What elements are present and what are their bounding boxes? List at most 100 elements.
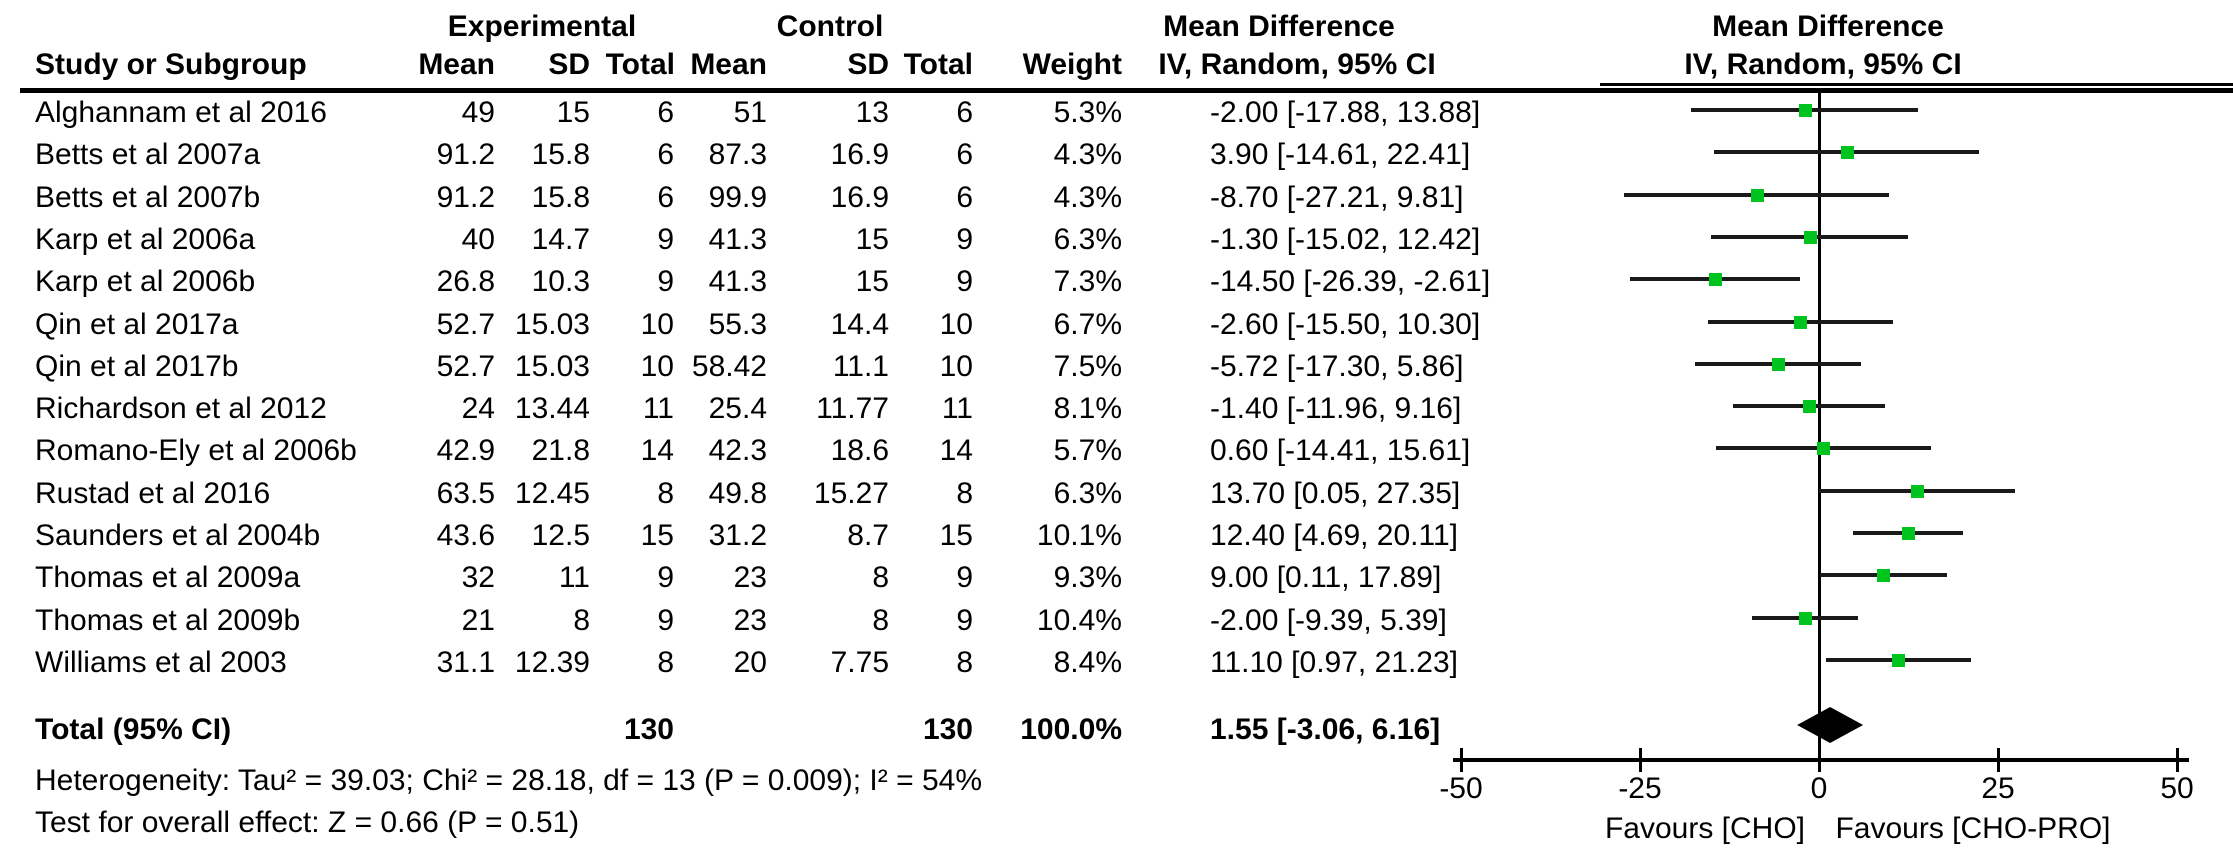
study-ctrl-mean-cell: 55.3 bbox=[708, 308, 767, 341]
study-exp-sd-cell: 12.45 bbox=[514, 477, 590, 510]
study-exp-mean-cell: 42.9 bbox=[436, 434, 495, 467]
study-weight-cell: 10.1% bbox=[1036, 519, 1122, 552]
header-ci-right: IV, Random, 95% CI bbox=[1684, 48, 1962, 81]
study-ctrl-total-cell: 9 bbox=[956, 223, 973, 256]
point-estimate-marker bbox=[1709, 273, 1723, 286]
study-ctrl-mean-cell: 31.2 bbox=[708, 519, 767, 552]
study-ci-label-cell: 11.10 [0.97, 21.23] bbox=[1210, 646, 1458, 679]
study-weight-cell: 5.3% bbox=[1053, 96, 1122, 129]
study-ctrl-mean-cell: 23 bbox=[733, 561, 767, 594]
axis-tick bbox=[1997, 748, 2000, 772]
study-name-cell: Thomas et al 2009b bbox=[35, 604, 301, 637]
header-group-control: Control bbox=[776, 10, 884, 43]
study-exp-total-cell: 6 bbox=[657, 138, 674, 171]
study-name-cell: Qin et al 2017b bbox=[35, 350, 239, 383]
favours-left-label: Favours [CHO] bbox=[1604, 812, 1806, 845]
study-name-cell: Saunders et al 2004b bbox=[35, 519, 321, 552]
study-exp-total-cell: 10 bbox=[640, 308, 674, 341]
study-exp-sd-cell: 12.5 bbox=[531, 519, 590, 552]
study-exp-sd-cell: 14.7 bbox=[531, 223, 590, 256]
study-ctrl-mean-cell: 87.3 bbox=[708, 138, 767, 171]
study-ci-label-cell: -5.72 [-17.30, 5.86] bbox=[1210, 350, 1464, 383]
heterogeneity-footnote: Heterogeneity: Tau² = 39.03; Chi² = 28.1… bbox=[35, 764, 982, 797]
study-ctrl-mean-cell: 20 bbox=[733, 646, 767, 679]
study-ci-label-cell: -1.30 [-15.02, 12.42] bbox=[1210, 223, 1481, 256]
study-ctrl-total-cell: 9 bbox=[956, 561, 973, 594]
study-exp-mean-cell: 43.6 bbox=[436, 519, 495, 552]
study-ci-label-cell: 0.60 [-14.41, 15.61] bbox=[1210, 434, 1471, 467]
axis-tick-label: 50 bbox=[2160, 772, 2194, 805]
study-exp-sd-cell: 15.8 bbox=[531, 181, 590, 214]
study-ctrl-sd-cell: 15 bbox=[855, 223, 889, 256]
axis-tick bbox=[1818, 748, 1821, 772]
study-exp-total-cell: 8 bbox=[657, 646, 674, 679]
point-estimate-marker bbox=[1892, 654, 1906, 667]
study-exp-sd-cell: 21.8 bbox=[531, 434, 590, 467]
summary-diamond bbox=[1797, 707, 1864, 743]
study-ctrl-total-cell: 14 bbox=[939, 434, 973, 467]
study-ci-label-cell: 9.00 [0.11, 17.89] bbox=[1210, 561, 1442, 594]
study-ctrl-total-cell: 11 bbox=[941, 392, 973, 425]
zero-reference-line bbox=[1818, 93, 1821, 758]
study-ctrl-total-cell: 9 bbox=[956, 604, 973, 637]
study-ctrl-total-cell: 6 bbox=[956, 181, 973, 214]
study-ci-label-cell: -2.60 [-15.50, 10.30] bbox=[1210, 308, 1481, 341]
study-ci-label-cell: -2.00 [-17.88, 13.88] bbox=[1210, 96, 1481, 129]
study-ctrl-total-cell: 9 bbox=[956, 265, 973, 298]
study-exp-sd-cell: 8 bbox=[573, 604, 590, 637]
study-name-cell: Karp et al 2006b bbox=[35, 265, 256, 298]
header-exp-total: Total bbox=[605, 48, 675, 81]
study-ctrl-mean-cell: 49.8 bbox=[708, 477, 767, 510]
total-label-cell: Total (95% CI) bbox=[35, 713, 232, 746]
point-estimate-marker bbox=[1901, 527, 1915, 540]
overall-effect-footnote: Test for overall effect: Z = 0.66 (P = 0… bbox=[35, 806, 580, 839]
axis-tick-label: -25 bbox=[1618, 772, 1662, 805]
point-estimate-marker bbox=[1803, 231, 1817, 244]
header-ci-left: IV, Random, 95% CI bbox=[1158, 48, 1436, 81]
study-exp-mean-cell: 26.8 bbox=[436, 265, 495, 298]
study-exp-total-cell: 9 bbox=[657, 223, 674, 256]
study-exp-total-cell: 6 bbox=[657, 181, 674, 214]
study-name-cell: Betts et al 2007a bbox=[35, 138, 261, 171]
study-weight-cell: 6.3% bbox=[1053, 223, 1122, 256]
study-exp-sd-cell: 15.8 bbox=[531, 138, 590, 171]
study-ctrl-sd-cell: 14.4 bbox=[830, 308, 889, 341]
study-weight-cell: 8.4% bbox=[1053, 646, 1122, 679]
study-ci-label-cell: -8.70 [-27.21, 9.81] bbox=[1210, 181, 1464, 214]
study-ctrl-total-cell: 10 bbox=[939, 350, 973, 383]
total-weight-cell: 100.0% bbox=[1020, 713, 1122, 746]
study-exp-mean-cell: 21 bbox=[461, 604, 495, 637]
study-exp-mean-cell: 24 bbox=[461, 392, 495, 425]
header-exp-mean: Mean bbox=[418, 48, 495, 81]
study-weight-cell: 9.3% bbox=[1053, 561, 1122, 594]
study-ctrl-mean-cell: 41.3 bbox=[708, 223, 767, 256]
study-exp-sd-cell: 15 bbox=[556, 96, 590, 129]
point-estimate-marker bbox=[1798, 104, 1812, 117]
header-mean-difference-left: Mean Difference bbox=[1163, 10, 1395, 43]
study-exp-sd-cell: 10.3 bbox=[531, 265, 590, 298]
axis-tick bbox=[1639, 748, 1642, 772]
point-estimate-marker bbox=[1750, 189, 1764, 202]
study-exp-total-cell: 9 bbox=[657, 561, 674, 594]
study-name-cell: Qin et al 2017a bbox=[35, 308, 239, 341]
study-ctrl-sd-cell: 11.1 bbox=[832, 350, 889, 383]
point-estimate-marker bbox=[1794, 316, 1808, 329]
study-weight-cell: 6.3% bbox=[1053, 477, 1122, 510]
study-ctrl-sd-cell: 11.77 bbox=[816, 392, 889, 425]
axis-tick-label: 25 bbox=[1981, 772, 2015, 805]
study-ctrl-sd-cell: 8 bbox=[872, 604, 889, 637]
study-weight-cell: 5.7% bbox=[1053, 434, 1122, 467]
study-name-cell: Thomas et al 2009a bbox=[35, 561, 301, 594]
study-ctrl-mean-cell: 23 bbox=[733, 604, 767, 637]
header-mean-difference-right: Mean Difference bbox=[1712, 10, 1944, 43]
study-ctrl-sd-cell: 7.75 bbox=[830, 646, 889, 679]
study-ci-label-cell: -2.00 [-9.39, 5.39] bbox=[1210, 604, 1447, 637]
study-ctrl-sd-cell: 16.9 bbox=[830, 138, 889, 171]
point-estimate-marker bbox=[1840, 146, 1854, 159]
study-weight-cell: 4.3% bbox=[1053, 181, 1122, 214]
point-estimate-marker bbox=[1817, 442, 1831, 455]
header-weight: Weight bbox=[1022, 48, 1122, 81]
axis-tick-label: -50 bbox=[1439, 772, 1483, 805]
x-axis-line bbox=[1453, 758, 2189, 762]
